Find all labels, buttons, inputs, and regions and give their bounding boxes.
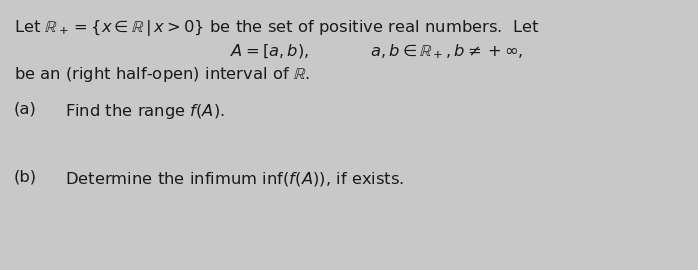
Text: be an (right half-open) interval of $\mathbb{R}$.: be an (right half-open) interval of $\ma…	[14, 65, 310, 84]
Text: (a): (a)	[14, 102, 37, 117]
Text: Let $\mathbb{R}_+ = \{x\in\mathbb{R}\,|\,x>0\}$ be the set of positive real numb: Let $\mathbb{R}_+ = \{x\in\mathbb{R}\,|\…	[14, 18, 540, 38]
Text: $A = [a,b),$: $A = [a,b),$	[230, 42, 309, 60]
Text: Find the range $f(A)$.: Find the range $f(A)$.	[65, 102, 225, 121]
Text: Determine the infimum $\mathrm{inf}(f(A))$, if exists.: Determine the infimum $\mathrm{inf}(f(A)…	[65, 170, 404, 188]
Text: (b): (b)	[14, 170, 37, 185]
Text: $a,b\in\mathbb{R}_+,b\neq +\infty,$: $a,b\in\mathbb{R}_+,b\neq +\infty,$	[370, 42, 524, 61]
